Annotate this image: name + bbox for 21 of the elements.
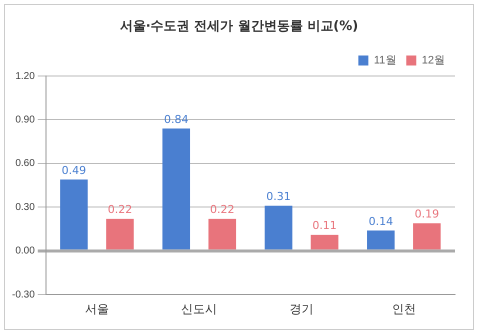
y-tick-label: 0.60	[15, 158, 36, 170]
x-tick-label: 경기	[290, 302, 314, 316]
data-label: 0.84	[164, 112, 188, 126]
data-label: 0.14	[368, 214, 394, 228]
y-tick-label: -0.30	[12, 289, 36, 300]
y-tick-label: 0.90	[15, 114, 36, 126]
data-label: 0.49	[62, 164, 86, 177]
legend-label: 12월	[422, 54, 446, 67]
y-tick-label: 0.30	[15, 202, 36, 213]
legend-label: 11월	[374, 54, 396, 67]
data-label: 0.31	[266, 190, 291, 204]
x-tick-label: 서울	[84, 302, 109, 316]
data-label: 0.11	[312, 219, 337, 232]
y-tick-label: 0.00	[15, 246, 36, 257]
data-label: 0.22	[210, 203, 235, 216]
y-tick-label: 1.20	[15, 70, 36, 82]
x-tick-label: 인천	[392, 302, 416, 316]
chart-title: 서울·수도권 전세가 월간변동률 비교(%)	[118, 18, 360, 35]
data-label: 0.19	[414, 208, 440, 221]
x-tick-label: 신도시	[181, 302, 218, 316]
data-label: 0.22	[108, 203, 132, 216]
